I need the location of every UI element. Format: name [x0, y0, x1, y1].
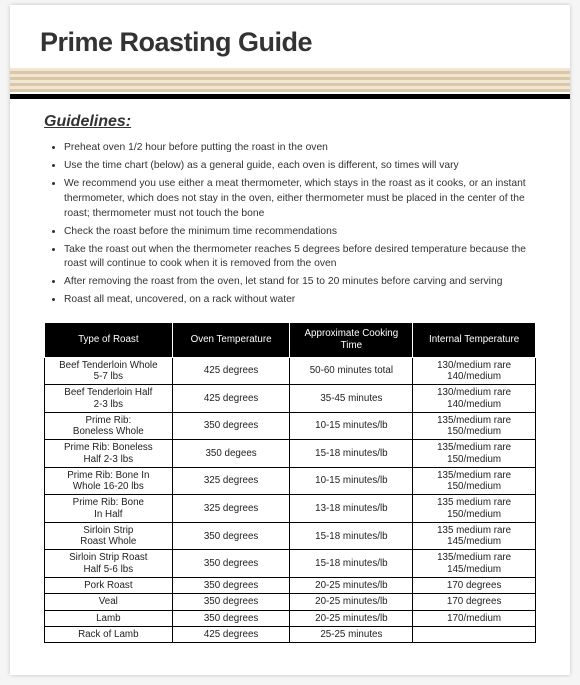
page-title: Prime Roasting Guide	[40, 27, 540, 58]
table-cell: 425 degrees	[172, 385, 290, 413]
table-cell: 15-18 minutes/lb	[290, 522, 413, 550]
table-cell: 170 degrees	[413, 577, 536, 593]
guideline-item: Use the time chart (below) as a general …	[64, 159, 536, 174]
table-cell: Prime Rib:Boneless Whole	[45, 412, 173, 440]
table-cell: 350 degrees	[172, 522, 290, 550]
table-cell: 15-18 minutes/lb	[290, 440, 413, 468]
table-cell: 20-25 minutes/lb	[290, 610, 413, 626]
table-cell: 170/medium	[413, 610, 536, 626]
table-row: Lamb350 degrees20-25 minutes/lb170/mediu…	[45, 610, 536, 626]
table-cell: 135/medium rare 145/medium	[413, 550, 536, 578]
guideline-item: We recommend you use either a meat therm…	[64, 177, 536, 222]
table-cell	[413, 626, 536, 642]
table-body: Beef Tenderloin Whole5-7 lbs425 degrees5…	[45, 357, 536, 642]
table-row: Prime Rib: BoneIn Half325 degrees13-18 m…	[45, 495, 536, 523]
table-cell: Rack of Lamb	[45, 626, 173, 642]
table-cell: Sirloin StripRoast Whole	[45, 522, 173, 550]
header: Prime Roasting Guide	[10, 5, 570, 58]
table-cell: 170 degrees	[413, 594, 536, 610]
table-row: Beef Tenderloin Whole5-7 lbs425 degrees5…	[45, 357, 536, 385]
table-cell: Prime Rib: BonelessHalf 2-3 lbs	[45, 440, 173, 468]
table-cell: 135/medium rare150/medium	[413, 412, 536, 440]
table-cell: 135 medium rare150/medium	[413, 495, 536, 523]
table-row: Pork Roast350 degrees20-25 minutes/lb170…	[45, 577, 536, 593]
guideline-item: Check the roast before the minimum time …	[64, 225, 536, 240]
col-type: Type of Roast	[45, 323, 173, 358]
table-cell: 50-60 minutes total	[290, 357, 413, 385]
table-row: Sirloin StripRoast Whole350 degrees15-18…	[45, 522, 536, 550]
table-header-row: Type of Roast Oven Temperature Approxima…	[45, 323, 536, 358]
table-cell: 325 degrees	[172, 495, 290, 523]
decorative-stripe	[10, 68, 570, 92]
table-cell: 350 degrees	[172, 594, 290, 610]
table-cell: Pork Roast	[45, 577, 173, 593]
table-row: Prime Rib:Boneless Whole350 degrees10-15…	[45, 412, 536, 440]
page: Prime Roasting Guide Guidelines: Preheat…	[10, 5, 570, 675]
table-cell: 10-15 minutes/lb	[290, 412, 413, 440]
guideline-item: Take the roast out when the thermometer …	[64, 243, 536, 273]
table-cell: Prime Rib: BoneIn Half	[45, 495, 173, 523]
table-cell: Beef Tenderloin Whole5-7 lbs	[45, 357, 173, 385]
table-cell: 35-45 minutes	[290, 385, 413, 413]
col-cook-time: Approximate Cooking Time	[290, 323, 413, 358]
table-cell: 325 degrees	[172, 467, 290, 495]
table-cell: Veal	[45, 594, 173, 610]
table-cell: 130/medium rare140/medium	[413, 357, 536, 385]
table-cell: 10-15 minutes/lb	[290, 467, 413, 495]
table-row: Sirloin Strip RoastHalf 5-6 lbs350 degre…	[45, 550, 536, 578]
table-cell: Prime Rib: Bone InWhole 16-20 lbs	[45, 467, 173, 495]
table-row: Prime Rib: Bone InWhole 16-20 lbs325 deg…	[45, 467, 536, 495]
table-cell: 425 degrees	[172, 626, 290, 642]
guidelines-heading: Guidelines:	[44, 113, 536, 131]
table-cell: 425 degrees	[172, 357, 290, 385]
table-cell: 135/medium rare150/medium	[413, 467, 536, 495]
table-cell: 20-25 minutes/lb	[290, 594, 413, 610]
table-cell: Beef Tenderloin Half2-3 lbs	[45, 385, 173, 413]
table-cell: 135/medium rare150/medium	[413, 440, 536, 468]
table-cell: 135 medium rare 145/medium	[413, 522, 536, 550]
table-row: Rack of Lamb425 degrees25-25 minutes	[45, 626, 536, 642]
roasting-table: Type of Roast Oven Temperature Approxima…	[44, 322, 536, 643]
col-oven-temp: Oven Temperature	[172, 323, 290, 358]
table-cell: 13-18 minutes/lb	[290, 495, 413, 523]
table-cell: 15-18 minutes/lb	[290, 550, 413, 578]
table-row: Veal350 degrees20-25 minutes/lb170 degre…	[45, 594, 536, 610]
guideline-item: Preheat oven 1/2 hour before putting the…	[64, 141, 536, 156]
table-row: Beef Tenderloin Half2-3 lbs425 degrees35…	[45, 385, 536, 413]
table-cell: 350 degees	[172, 440, 290, 468]
table-cell: Sirloin Strip RoastHalf 5-6 lbs	[45, 550, 173, 578]
table-cell: 350 degrees	[172, 577, 290, 593]
table-cell: 350 degrees	[172, 610, 290, 626]
table-cell: 130/medium rare140/medium	[413, 385, 536, 413]
table-cell: 350 degrees	[172, 550, 290, 578]
col-internal-temp: Internal Temperature	[413, 323, 536, 358]
guideline-item: Roast all meat, uncovered, on a rack wit…	[64, 293, 536, 308]
guideline-item: After removing the roast from the oven, …	[64, 275, 536, 290]
table-cell: Lamb	[45, 610, 173, 626]
content: Guidelines: Preheat oven 1/2 hour before…	[10, 99, 570, 643]
table-cell: 25-25 minutes	[290, 626, 413, 642]
guidelines-list: Preheat oven 1/2 hour before putting the…	[44, 141, 536, 308]
table-cell: 350 degrees	[172, 412, 290, 440]
table-cell: 20-25 minutes/lb	[290, 577, 413, 593]
table-row: Prime Rib: BonelessHalf 2-3 lbs350 degee…	[45, 440, 536, 468]
